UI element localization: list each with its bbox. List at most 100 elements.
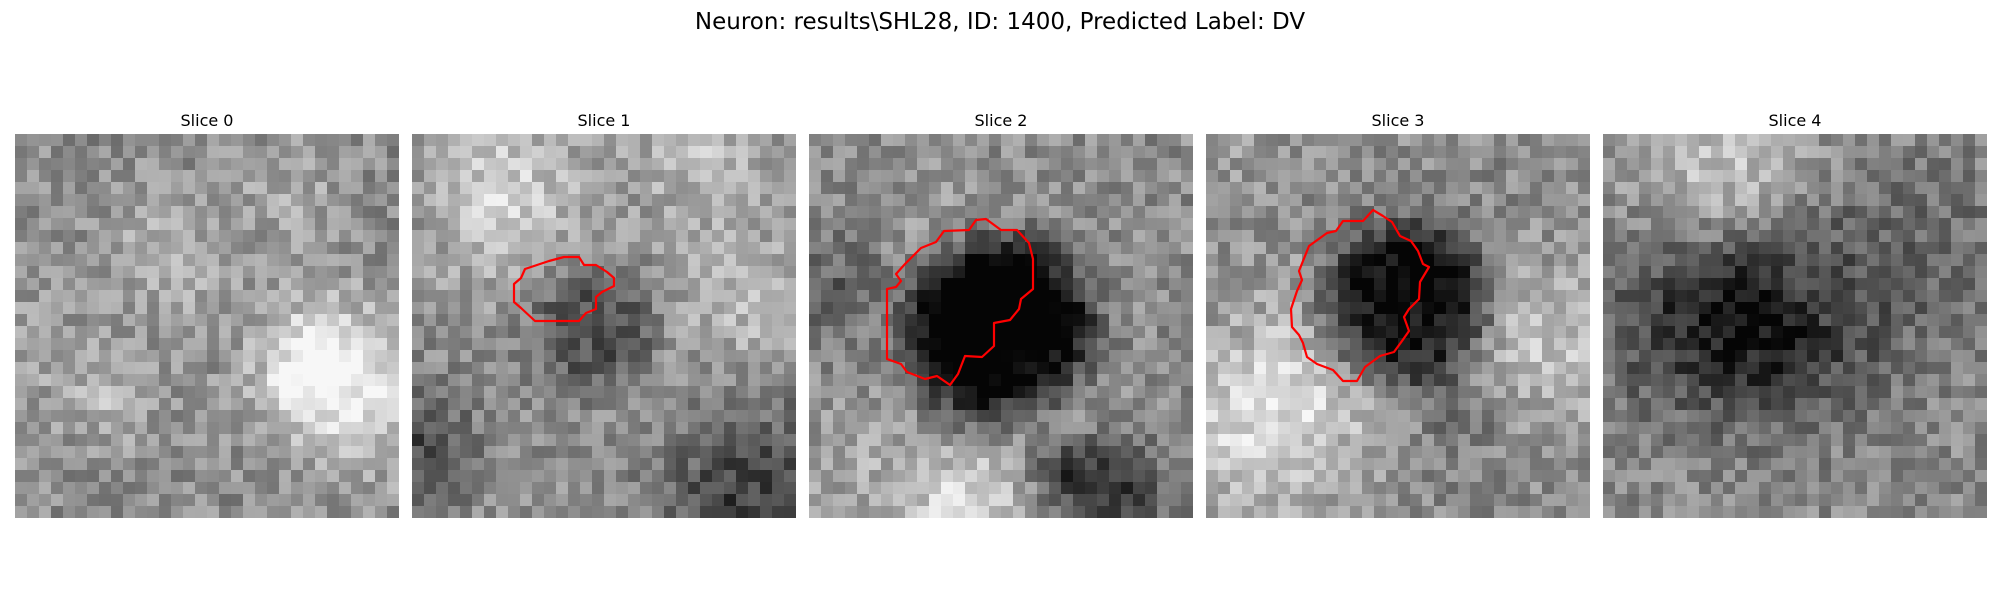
image-pixel — [1362, 446, 1375, 459]
image-pixel — [1891, 254, 1904, 267]
image-pixel — [291, 422, 304, 435]
image-pixel — [1326, 422, 1339, 435]
image-pixel — [845, 338, 858, 351]
image-pixel — [1157, 206, 1170, 219]
image-pixel — [1951, 386, 1964, 399]
image-pixel — [339, 230, 352, 243]
image-pixel — [412, 182, 425, 195]
image-pixel — [1879, 134, 1892, 147]
image-pixel — [736, 242, 749, 255]
image-pixel — [472, 470, 485, 483]
image-pixel — [87, 278, 100, 291]
image-pixel — [111, 410, 124, 423]
image-pixel — [1627, 434, 1640, 447]
image-pixel — [1711, 434, 1724, 447]
image-pixel — [869, 170, 882, 183]
image-pixel — [1314, 170, 1327, 183]
image-pixel — [532, 506, 545, 518]
image-pixel — [1759, 206, 1772, 219]
image-pixel — [1242, 398, 1255, 411]
image-pixel — [387, 410, 399, 423]
image-pixel — [1121, 302, 1134, 315]
image-pixel — [448, 206, 461, 219]
image-pixel — [1651, 350, 1664, 363]
image-pixel — [1326, 314, 1339, 327]
image-pixel — [1230, 146, 1243, 159]
image-pixel — [1446, 326, 1459, 339]
image-pixel — [917, 278, 930, 291]
image-pixel — [1566, 134, 1579, 147]
image-pixel — [869, 194, 882, 207]
image-pixel — [1807, 182, 1820, 195]
image-pixel — [1831, 374, 1844, 387]
image-pixel — [484, 206, 497, 219]
image-pixel — [1398, 422, 1411, 435]
image-pixel — [1771, 194, 1784, 207]
image-pixel — [821, 470, 834, 483]
image-pixel — [51, 254, 64, 267]
image-pixel — [1578, 302, 1590, 315]
image-pixel — [1350, 194, 1363, 207]
image-pixel — [1121, 434, 1134, 447]
image-pixel — [1121, 314, 1134, 327]
image-pixel — [1843, 314, 1856, 327]
image-pixel — [1181, 494, 1193, 507]
image-pixel — [1494, 350, 1507, 363]
image-pixel — [664, 266, 677, 279]
image-pixel — [1037, 314, 1050, 327]
image-pixel — [604, 362, 617, 375]
image-pixel — [1627, 230, 1640, 243]
image-pixel — [424, 470, 437, 483]
image-pixel — [1542, 230, 1555, 243]
image-pixel — [183, 242, 196, 255]
image-pixel — [1181, 314, 1193, 327]
image-pixel — [243, 314, 256, 327]
image-pixel — [424, 326, 437, 339]
image-pixel — [1747, 398, 1760, 411]
image-pixel — [1530, 134, 1543, 147]
image-pixel — [496, 314, 509, 327]
image-pixel — [1771, 266, 1784, 279]
image-pixel — [1855, 374, 1868, 387]
image-pixel — [760, 338, 773, 351]
image-pixel — [1771, 338, 1784, 351]
image-pixel — [1121, 338, 1134, 351]
image-pixel — [1855, 422, 1868, 435]
image-pixel — [508, 134, 521, 147]
image-pixel — [1121, 386, 1134, 399]
image-pixel — [760, 218, 773, 231]
image-pixel — [327, 494, 340, 507]
image-pixel — [532, 470, 545, 483]
image-pixel — [893, 158, 906, 171]
image-pixel — [688, 182, 701, 195]
image-pixel — [1554, 170, 1567, 183]
image-pixel — [1350, 182, 1363, 195]
image-pixel — [1554, 182, 1567, 195]
image-pixel — [1145, 506, 1158, 518]
image-pixel — [267, 446, 280, 459]
image-pixel — [893, 254, 906, 267]
image-pixel — [953, 398, 966, 411]
image-pixel — [1145, 410, 1158, 423]
image-pixel — [652, 314, 665, 327]
image-pixel — [652, 422, 665, 435]
image-pixel — [1723, 170, 1736, 183]
image-pixel — [63, 506, 76, 518]
image-pixel — [63, 254, 76, 267]
image-pixel — [1831, 434, 1844, 447]
image-pixel — [532, 410, 545, 423]
image-pixel — [219, 422, 232, 435]
image-pixel — [1097, 446, 1110, 459]
image-pixel — [327, 350, 340, 363]
image-pixel — [1663, 314, 1676, 327]
image-pixel — [1157, 254, 1170, 267]
image-pixel — [965, 422, 978, 435]
image-pixel — [1338, 470, 1351, 483]
image-pixel — [1254, 434, 1267, 447]
image-pixel — [700, 194, 713, 207]
image-pixel — [1915, 386, 1928, 399]
image-pixel — [652, 146, 665, 159]
image-pixel — [1434, 302, 1447, 315]
image-pixel — [111, 494, 124, 507]
image-pixel — [1266, 482, 1279, 495]
